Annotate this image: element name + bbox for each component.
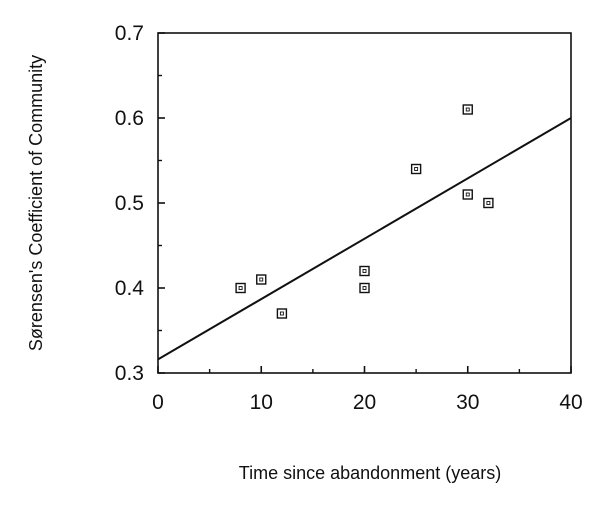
data-point-inner-square bbox=[362, 286, 367, 290]
data-point-outer-square bbox=[359, 282, 370, 294]
data-points bbox=[235, 104, 494, 319]
data-point-outer-square bbox=[462, 189, 473, 200]
data-point-outer-square bbox=[276, 308, 288, 319]
data-point-inner-square bbox=[279, 311, 284, 316]
x-tick-label: 40 bbox=[559, 391, 582, 414]
fit-line-group bbox=[157, 117, 572, 361]
data-point-outer-square bbox=[256, 274, 267, 285]
data-point-outer-square bbox=[359, 265, 370, 277]
x-tick-labels: 0 10 20 30 40 bbox=[152, 391, 583, 414]
x-tick-label: 20 bbox=[353, 391, 376, 414]
data-point bbox=[359, 282, 370, 294]
data-point-inner-square bbox=[414, 167, 419, 171]
data-point-outer-square bbox=[410, 163, 422, 175]
data-point-outer-square bbox=[462, 104, 473, 115]
data-point-inner-square bbox=[259, 277, 264, 282]
data-point-inner-square bbox=[465, 107, 470, 112]
plot-frame bbox=[157, 32, 572, 374]
y-tick-label: 0.5 bbox=[115, 192, 144, 215]
y-tick-label: 0.7 bbox=[115, 22, 144, 45]
y-tick-label: 0.6 bbox=[115, 107, 144, 130]
x-tick-label: 30 bbox=[456, 391, 479, 414]
data-point bbox=[462, 189, 473, 200]
data-point bbox=[276, 308, 288, 319]
y-tick-labels: 0.3 0.4 0.5 0.6 0.7 bbox=[115, 22, 145, 385]
axis-ticks bbox=[157, 32, 572, 374]
data-point-inner-square bbox=[486, 201, 491, 205]
data-point-inner-square bbox=[238, 286, 243, 290]
data-point bbox=[256, 274, 267, 285]
y-tick-label: 0.3 bbox=[115, 362, 144, 385]
data-point-outer-square bbox=[483, 197, 494, 209]
x-tick-label: 10 bbox=[250, 391, 273, 414]
y-tick-label: 0.4 bbox=[115, 277, 145, 300]
data-point bbox=[359, 265, 370, 277]
plot-area-border bbox=[157, 32, 572, 374]
data-point-inner-square bbox=[362, 269, 367, 273]
data-point bbox=[483, 197, 494, 209]
regression-line bbox=[157, 117, 572, 361]
x-axis-label: Time since abandonment (years) bbox=[239, 463, 501, 483]
data-point-outer-square bbox=[235, 282, 246, 294]
data-point bbox=[235, 282, 246, 294]
data-point bbox=[410, 163, 422, 175]
y-axis-label: Sørensen's Coefficient of Community bbox=[26, 55, 46, 351]
data-point bbox=[462, 104, 473, 115]
x-tick-label: 0 bbox=[152, 391, 164, 414]
data-point-inner-square bbox=[465, 192, 470, 197]
